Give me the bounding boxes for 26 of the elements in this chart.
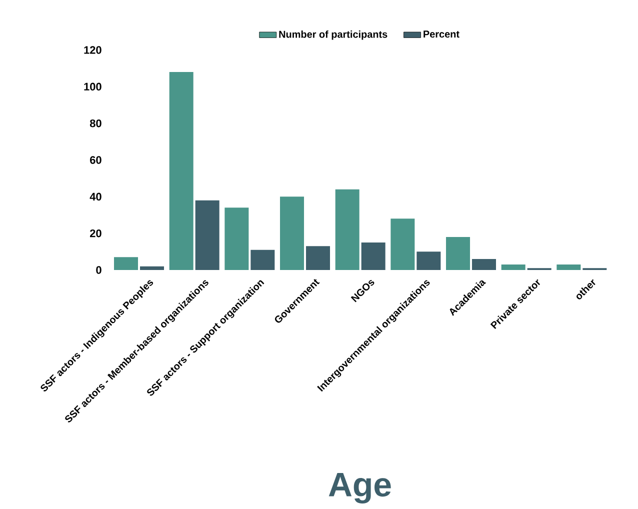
bar (501, 264, 526, 270)
legend-label: Number of participants (279, 30, 388, 40)
bar (224, 208, 249, 270)
bar (280, 196, 304, 270)
bar (250, 250, 275, 270)
text: Age (328, 472, 391, 504)
bar (195, 200, 220, 270)
bar (390, 218, 415, 270)
bar (446, 237, 470, 270)
bar (140, 266, 164, 270)
y-tick-label: 40 (90, 192, 102, 201)
bar (169, 72, 194, 270)
bar (556, 264, 581, 270)
bar (416, 252, 441, 270)
y-tick-label: 20 (90, 229, 102, 238)
bar (114, 257, 138, 270)
y-tick-label: 0 (96, 266, 102, 274)
bar (306, 246, 330, 270)
bar (335, 189, 360, 270)
y-tick-label: 120 (84, 46, 102, 54)
y-tick-label: 100 (84, 82, 102, 91)
bar (472, 259, 496, 270)
legend-label: Percent (424, 30, 460, 38)
y-tick-label: 80 (90, 119, 102, 128)
y-tick-label: 60 (90, 156, 102, 164)
bar (361, 242, 386, 270)
